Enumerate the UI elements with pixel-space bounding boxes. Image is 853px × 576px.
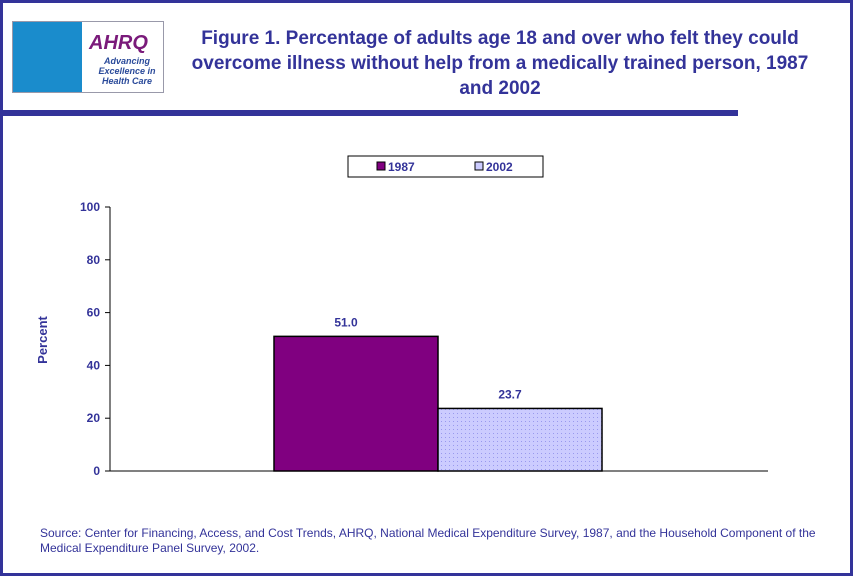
chart-title: Figure 1. Percentage of adults age 18 an… <box>191 28 809 99</box>
y-tick-label: 60 <box>87 306 101 320</box>
bar-1987 <box>273 335 439 472</box>
legend-label-1987: 1987 <box>388 160 415 174</box>
y-tick-label: 80 <box>87 253 101 267</box>
y-axis-label: Percent <box>35 315 50 363</box>
legend: 1987 2002 <box>347 155 544 178</box>
logo-text: AHRQ <box>89 32 148 54</box>
logo-tagline: Advancing Excellence in Health Care <box>98 56 156 86</box>
bar-2002 <box>437 407 603 472</box>
y-tick-label: 20 <box>87 411 101 425</box>
legend-swatch-1987 <box>376 161 386 171</box>
ahrq-logo: AHRQ Advancing Excellence in Health Care <box>12 21 164 93</box>
header-divider <box>3 110 738 116</box>
legend-label-2002: 2002 <box>486 160 513 174</box>
y-tick-label: 40 <box>87 358 101 372</box>
y-tick-label: 0 <box>93 464 100 478</box>
legend-swatch-2002 <box>474 161 484 171</box>
source-note: Source: Center for Financing, Access, an… <box>40 526 816 555</box>
y-tick-label: 100 <box>80 200 100 214</box>
data-label-2002: 23.7 <box>498 387 522 401</box>
data-label-1987: 51.0 <box>334 315 358 329</box>
hhs-eagle-icon <box>13 22 82 92</box>
